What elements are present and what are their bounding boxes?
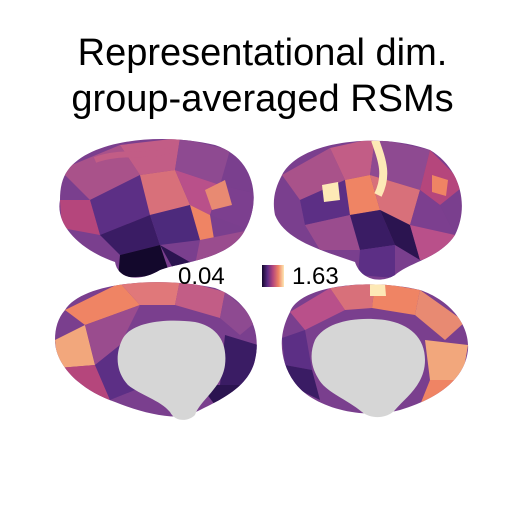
medial-wall-right — [311, 318, 425, 418]
colorbar-min-label: 0.04 — [178, 263, 225, 290]
title-line-2: group-averaged RSMs — [71, 78, 454, 120]
medial-wall-left — [117, 320, 226, 420]
right-medial-hemisphere — [281, 284, 469, 418]
left-lateral-hemisphere — [59, 138, 254, 278]
colorbar-max-label: 1.63 — [292, 263, 339, 290]
title-line-1: Representational dim. — [77, 32, 448, 74]
left-medial-hemisphere — [55, 282, 257, 420]
figure-title: Representational dim. group-averaged RSM… — [0, 30, 525, 122]
colorbar-gradient — [262, 265, 284, 287]
